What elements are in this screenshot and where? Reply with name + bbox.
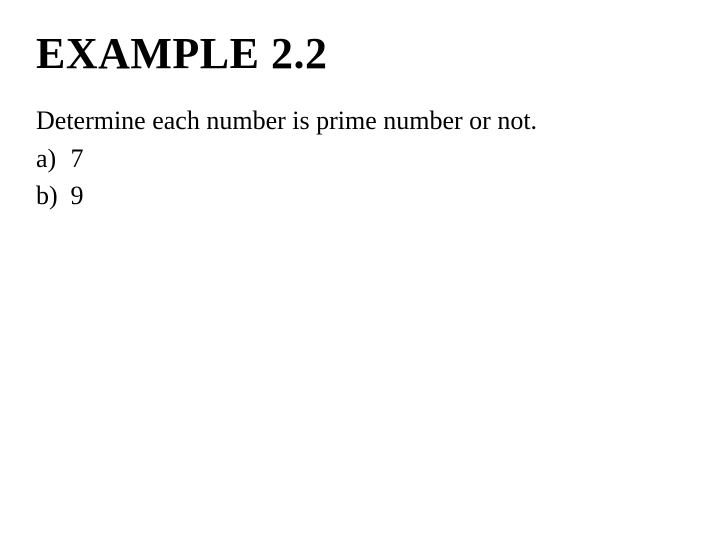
item-label: b) bbox=[36, 178, 64, 214]
item-value: 9 bbox=[71, 181, 84, 210]
item-label: a) bbox=[36, 141, 64, 177]
example-title: EXAMPLE 2.2 bbox=[36, 28, 684, 79]
list-item: a) 7 bbox=[36, 141, 684, 177]
prompt-text: Determine each number is prime number or… bbox=[36, 103, 684, 139]
list-item: b) 9 bbox=[36, 178, 684, 214]
item-value: 7 bbox=[71, 144, 84, 173]
